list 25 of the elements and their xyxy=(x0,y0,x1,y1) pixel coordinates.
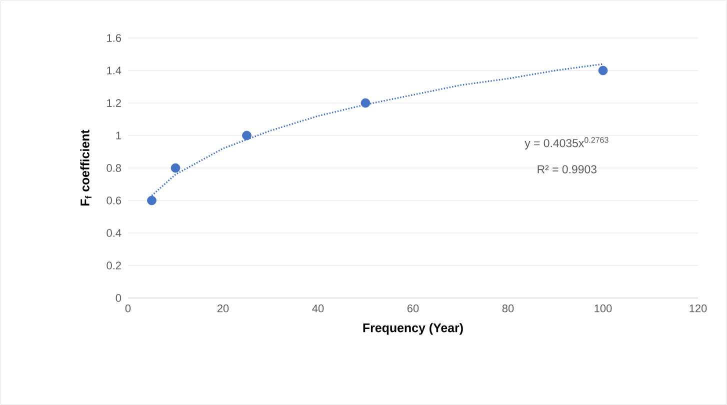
y-tick-label: 0.8 xyxy=(106,164,122,172)
annotation: R² = 0.9903 xyxy=(538,165,596,174)
point xyxy=(360,98,370,108)
x-tick-label: 40 xyxy=(312,304,324,312)
x-tick-label: 80 xyxy=(502,304,514,312)
x-tick-label: 120 xyxy=(690,304,707,312)
x-tick-label: 0 xyxy=(125,304,131,312)
y-tick-label: 1.2 xyxy=(107,99,121,107)
point xyxy=(170,163,180,173)
point xyxy=(147,196,156,206)
y-tick-label: 0 xyxy=(116,294,122,302)
point xyxy=(242,130,252,140)
x-tick-label: 100 xyxy=(594,304,612,312)
point xyxy=(598,66,608,76)
x-tick-label: 60 xyxy=(407,304,419,312)
y-tick-label: 0.4 xyxy=(106,229,122,237)
y-tick-label: 0.6 xyxy=(106,196,122,204)
y-tick-label: 0.2 xyxy=(106,262,121,270)
y-axis-title: F$_{f}$ coefficient xyxy=(80,130,92,206)
annotation: y = 0.4035x$^{0.2763}$ xyxy=(524,137,608,150)
y-tick-label: 1 xyxy=(116,132,121,140)
y-tick-label: 1.6 xyxy=(107,34,122,42)
x-tick-label: 20 xyxy=(217,304,229,312)
x-axis-title: Frequency (Year) xyxy=(363,323,463,335)
y-tick-label: 1.4 xyxy=(107,66,122,74)
